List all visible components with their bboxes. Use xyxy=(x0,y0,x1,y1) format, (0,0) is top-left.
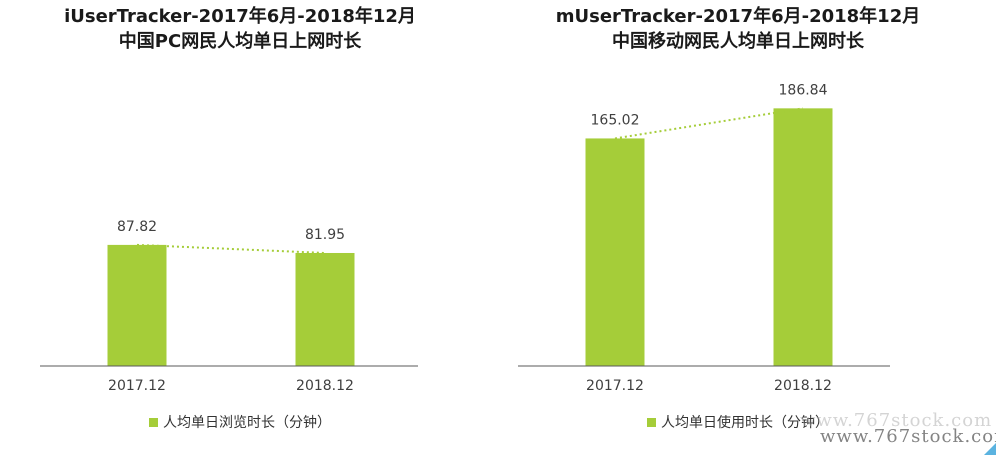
bar-chart-pc: 87.82 2017.12 81.95 2018.12 xyxy=(40,219,418,394)
chart-legend: 人均单日浏览时长（分钟） xyxy=(0,412,480,432)
x-tick-label: 2018.12 xyxy=(296,378,354,394)
bar xyxy=(295,252,355,366)
chart-title-line2: 中国PC网民人均单日上网时长 xyxy=(118,31,362,52)
bar xyxy=(773,108,833,366)
chart-panel-pc: iUserTracker-2017年6月-2018年12月 中国PC网民人均单日… xyxy=(0,0,480,455)
legend-swatch xyxy=(149,417,158,427)
data-label: 81.95 xyxy=(305,227,345,243)
chart-legend: 人均单日使用时长（分钟） xyxy=(498,412,978,432)
trend-line xyxy=(614,107,804,140)
trend-line xyxy=(136,243,326,254)
chart-panel-mobile: mUserTracker-2017年6月-2018年12月 中国移动网民人均单日… xyxy=(498,0,978,455)
chart-title-line1: mUserTracker-2017年6月-2018年12月 xyxy=(555,6,921,27)
chart-title-line1: iUserTracker-2017年6月-2018年12月 xyxy=(64,6,416,27)
chart-title-line2: 中国移动网民人均单日上网时长 xyxy=(612,31,864,52)
data-label: 165.02 xyxy=(591,112,640,128)
x-tick-label: 2017.12 xyxy=(108,378,166,394)
corner-decoration xyxy=(984,443,996,455)
data-label: 87.82 xyxy=(117,219,157,235)
bar-chart-mobile: 165.02 2017.12 186.84 2018.12 xyxy=(518,82,890,394)
legend-label: 人均单日浏览时长（分钟） xyxy=(163,415,331,431)
bar xyxy=(107,244,167,366)
x-tick-label: 2018.12 xyxy=(774,378,832,394)
watermark: www.767stock.com xyxy=(800,410,993,431)
watermark: www.767stock.com xyxy=(820,426,996,447)
legend-label: 人均单日使用时长（分钟） xyxy=(661,415,829,431)
x-tick-label: 2017.12 xyxy=(586,378,644,394)
legend-swatch xyxy=(647,417,656,427)
bar xyxy=(585,138,645,366)
data-label: 186.84 xyxy=(779,82,828,98)
